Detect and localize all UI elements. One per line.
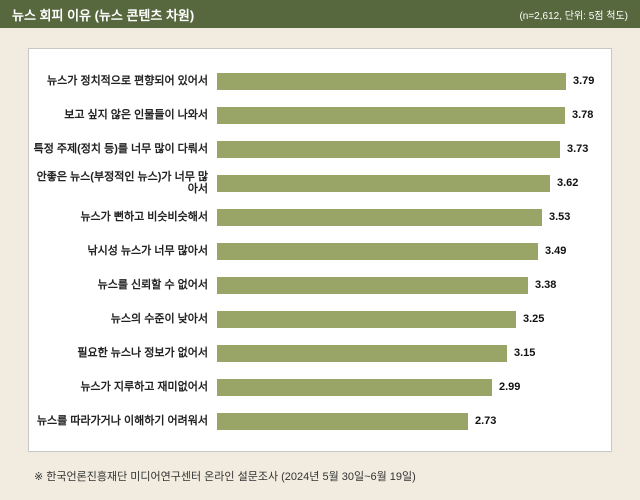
bar-row: 특정 주제(정치 등)를 너무 많이 다뤄서 3.73 — [29, 132, 611, 166]
bar-label: 낚시성 뉴스가 너무 많아서 — [87, 244, 209, 257]
bar-label: 뉴스가 정치적으로 편향되어 있어서 — [47, 74, 208, 87]
bar-label: 보고 싶지 않은 인물들이 나와서 — [64, 108, 208, 121]
bar — [217, 276, 528, 294]
bar-row: 낚시성 뉴스가 너무 많아서 3.49 — [29, 234, 611, 268]
bar — [217, 106, 565, 124]
bar — [217, 310, 516, 328]
value-label: 2.99 — [499, 381, 521, 393]
bar-label: 필요한 뉴스나 정보가 없어서 — [77, 346, 208, 359]
bar-row: 뉴스가 지루하고 재미없어서 2.99 — [29, 370, 611, 404]
bar-chart: 뉴스가 정치적으로 편향되어 있어서 3.79 보고 싶지 않은 인물들이 나와서 3… — [29, 64, 611, 438]
bar — [217, 378, 492, 396]
value-label: 3.79 — [573, 75, 595, 87]
value-label: 3.38 — [535, 279, 557, 291]
bar-row: 필요한 뉴스나 정보가 없어서 3.15 — [29, 336, 611, 370]
bar-row: 뉴스가 뻔하고 비슷비슷해서 3.53 — [29, 200, 611, 234]
value-label: 3.25 — [523, 313, 545, 325]
bar — [217, 242, 538, 260]
value-label: 3.53 — [549, 211, 571, 223]
bar — [217, 412, 468, 430]
value-label: 2.73 — [475, 415, 497, 427]
sample-size-note: (n=2,612, 단위: 5점 척도) — [519, 10, 628, 22]
bar-label: 특정 주제(정치 등)를 너무 많이 다뤄서 — [33, 142, 208, 155]
bar-label: 안좋은 뉴스(부정적인 뉴스)가 너무 많아서 — [36, 170, 208, 195]
bar-row: 뉴스를 따라가거나 이해하기 어려워서 2.73 — [29, 404, 611, 438]
value-label: 3.62 — [557, 177, 579, 189]
bar — [217, 344, 507, 362]
bar-label: 뉴스가 지루하고 재미없어서 — [80, 380, 208, 393]
bar-label: 뉴스를 신뢰할 수 없어서 — [97, 278, 208, 291]
bar — [217, 140, 560, 158]
bar-label: 뉴스가 뻔하고 비슷비슷해서 — [80, 210, 208, 223]
bar-row: 뉴스를 신뢰할 수 없어서 3.38 — [29, 268, 611, 302]
value-label: 3.73 — [567, 143, 589, 155]
bar-row: 뉴스의 수준이 낮아서 3.25 — [29, 302, 611, 336]
value-label: 3.49 — [545, 245, 567, 257]
bar-label: 뉴스를 따라가거나 이해하기 어려워서 — [36, 414, 208, 427]
value-label: 3.78 — [572, 109, 594, 121]
bar-row: 보고 싶지 않은 인물들이 나와서 3.78 — [29, 98, 611, 132]
bar — [217, 72, 566, 90]
header-bar: 뉴스 회피 이유 (뉴스 콘텐츠 차원) (n=2,612, 단위: 5점 척도… — [0, 0, 640, 28]
value-label: 3.15 — [514, 347, 536, 359]
page-title: 뉴스 회피 이유 (뉴스 콘텐츠 차원) — [12, 7, 195, 23]
bar-label: 뉴스의 수준이 낮아서 — [110, 312, 208, 325]
bar-row: 안좋은 뉴스(부정적인 뉴스)가 너무 많아서 3.62 — [29, 166, 611, 200]
bar — [217, 208, 542, 226]
bar-row: 뉴스가 정치적으로 편향되어 있어서 3.79 — [29, 64, 611, 98]
bar — [217, 174, 550, 192]
chart-panel: 뉴스가 정치적으로 편향되어 있어서 3.79 보고 싶지 않은 인물들이 나와서 3… — [28, 48, 612, 452]
source-note: ※ 한국언론진흥재단 미디어연구센터 온라인 설문조사 (2024년 5월 30… — [34, 471, 416, 483]
